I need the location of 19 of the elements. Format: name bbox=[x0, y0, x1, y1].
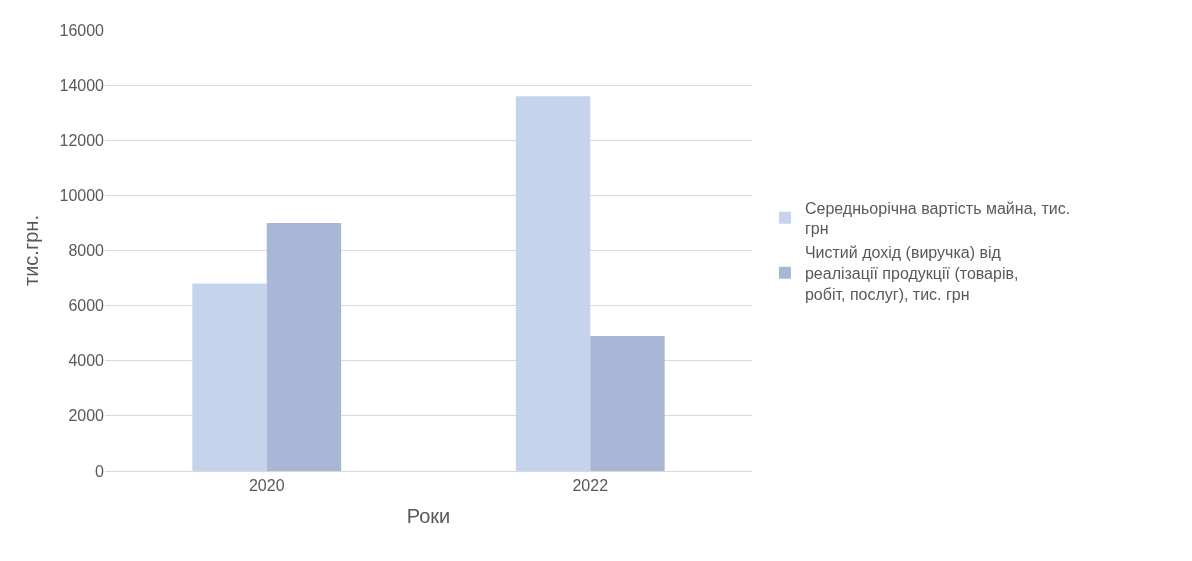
bar bbox=[590, 335, 665, 471]
y-tick-label: 2000 bbox=[68, 407, 105, 425]
y-tick-label: 14000 bbox=[59, 76, 105, 94]
y-axis-title: тис.грн. bbox=[20, 215, 42, 286]
x-axis-title: Роки bbox=[406, 504, 451, 527]
legend-label: Чистий дохід (виручка) від реалізації продукції (товарів, робіт, послуг), тис. грн bbox=[804, 244, 1019, 303]
y-tick-label: 12000 bbox=[59, 131, 105, 149]
bar bbox=[192, 283, 267, 471]
y-tick-label: 0 bbox=[95, 462, 105, 480]
bar bbox=[515, 96, 591, 471]
y-tick-label: 10000 bbox=[59, 186, 105, 204]
legend-label: Середньорічна вартість майна, тис. грн bbox=[804, 199, 1071, 238]
bar bbox=[266, 222, 342, 471]
y-tick-label: 4000 bbox=[68, 352, 105, 370]
x-tick-label: 2022 bbox=[572, 477, 609, 495]
y-tick-label: 16000 bbox=[59, 21, 105, 39]
y-tick-label: 6000 bbox=[68, 297, 105, 315]
x-tick-label: 2020 bbox=[248, 477, 285, 495]
y-tick-label: 8000 bbox=[68, 242, 105, 260]
